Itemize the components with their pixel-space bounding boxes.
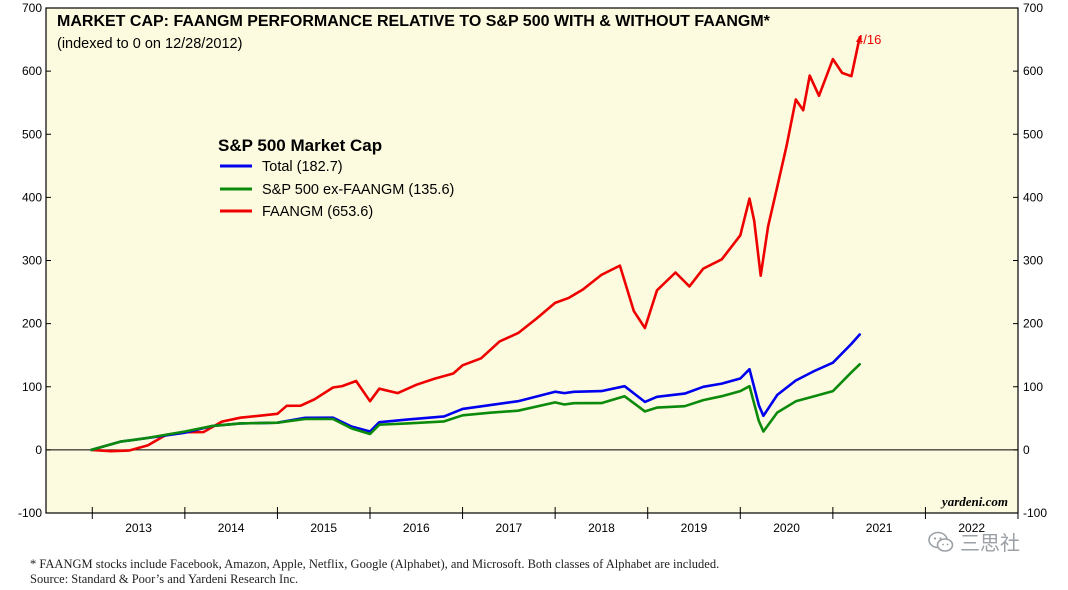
y-tick-label-right: 100 <box>1023 380 1043 394</box>
footnote: * FAANGM stocks include Facebook, Amazon… <box>30 557 720 571</box>
watermark: 三思社 <box>928 527 1020 556</box>
chart-title: MARKET CAP: FAANGM PERFORMANCE RELATIVE … <box>57 13 771 30</box>
end-date-annotation: 4/16 <box>856 32 881 47</box>
x-tick-label: 2014 <box>218 521 245 535</box>
x-tick-label: 2021 <box>866 521 893 535</box>
y-tick-label-left: 600 <box>22 64 42 78</box>
y-tick-label-left: 100 <box>22 380 42 394</box>
brand-label: yardeni.com <box>940 494 1008 509</box>
y-tick-label-left: 500 <box>22 127 42 141</box>
y-tick-label-right: 0 <box>1023 443 1030 457</box>
series-line-faangm <box>90 36 861 453</box>
x-tick-label: 2013 <box>125 521 152 535</box>
y-tick-label-right: 400 <box>1023 190 1043 204</box>
plot-area <box>45 7 1019 514</box>
watermark-text: 三思社 <box>960 531 1020 555</box>
y-tick-label-right: 700 <box>1023 1 1043 15</box>
legend-label-faangm: FAANGM (653.6) <box>262 204 373 220</box>
legend-label-ex-faangm: S&P 500 ex-FAANGM (135.6) <box>262 182 454 198</box>
chart-subtitle: (indexed to 0 on 12/28/2012) <box>57 36 242 52</box>
y-tick-label-left: 0 <box>35 443 42 457</box>
y-tick-label-right: 300 <box>1023 254 1043 268</box>
legend-title: S&P 500 Market Cap <box>218 136 382 155</box>
legend: Total (182.7) S&P 500 ex-FAANGM (135.6) … <box>220 159 454 220</box>
x-tick-label: 2018 <box>588 521 615 535</box>
x-tick-label: 2022 <box>958 521 985 535</box>
y-tick-label-left: 400 <box>22 190 42 204</box>
source-note: Source: Standard & Poor’s and Yardeni Re… <box>30 572 299 586</box>
wechat-icon <box>928 531 954 552</box>
y-tick-label-left: 200 <box>22 317 42 331</box>
y-tick-label-right: 200 <box>1023 317 1043 331</box>
y-tick-label-right: 500 <box>1023 127 1043 141</box>
y-tick-label-left: -100 <box>18 506 42 520</box>
y-tick-label-right: 600 <box>1023 64 1043 78</box>
y-tick-label-left: 300 <box>22 254 42 268</box>
legend-label-total: Total (182.7) <box>262 159 343 175</box>
series-line-s-p-500-ex-faangm <box>90 363 861 452</box>
x-tick-label: 2019 <box>681 521 708 535</box>
x-tick-label: 2020 <box>773 521 800 535</box>
y-tick-label-right: -100 <box>1023 506 1047 520</box>
y-tick-label-left: 700 <box>22 1 42 15</box>
x-tick-label: 2015 <box>310 521 337 535</box>
x-tick-label: 2016 <box>403 521 430 535</box>
x-tick-label: 2017 <box>496 521 523 535</box>
